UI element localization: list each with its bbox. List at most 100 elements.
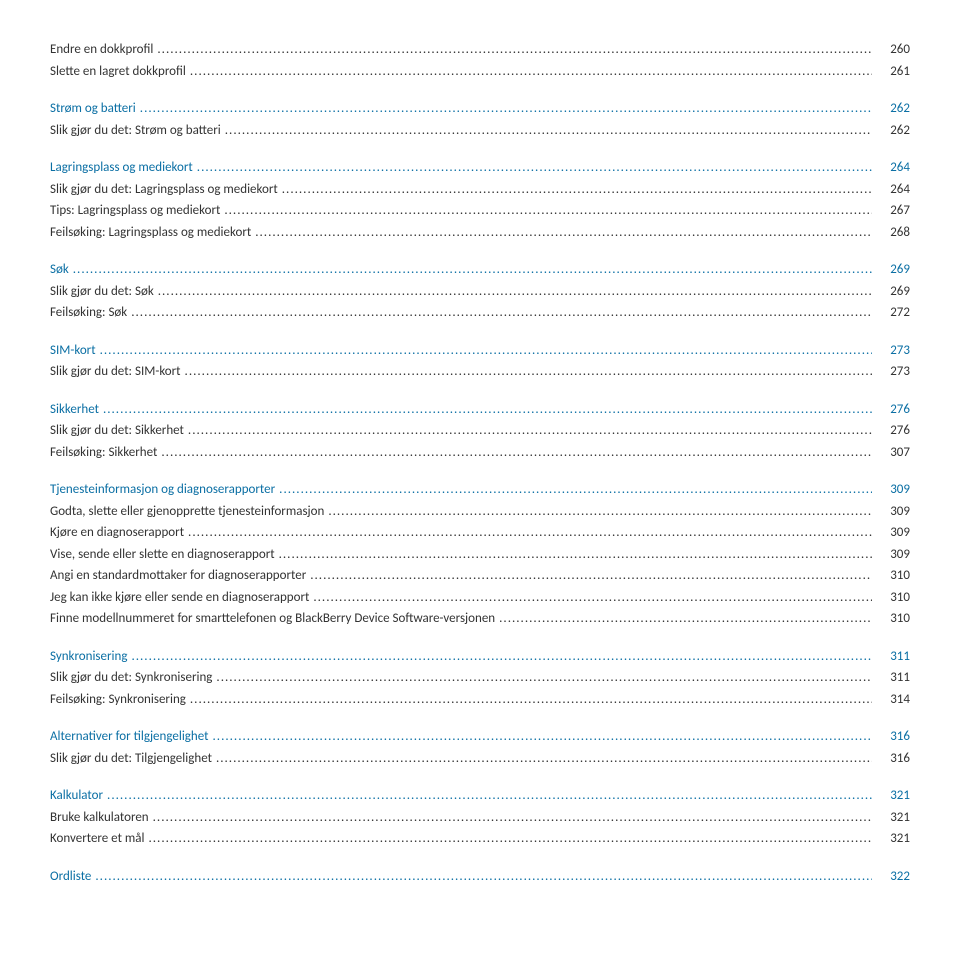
- toc-leader-dots: [216, 668, 872, 688]
- toc-leader-dots: [310, 566, 872, 586]
- toc-leader-dots: [131, 647, 872, 667]
- toc-entry-label: Slik gjør du det: Lagringsplass og medie…: [50, 180, 278, 200]
- toc-page-number: 316: [876, 749, 910, 769]
- toc-entry-label: Slik gjør du det: Sikkerhet: [50, 421, 184, 441]
- toc-row: Jeg kan ikke kjøre eller sende en diagno…: [50, 588, 910, 608]
- toc-page-number: 310: [876, 588, 910, 608]
- toc-leader-dots: [73, 260, 872, 280]
- toc-page-number[interactable]: 262: [876, 99, 910, 119]
- toc-row[interactable]: Søk 269: [50, 260, 910, 280]
- toc-leader-dots: [100, 341, 872, 361]
- toc-leader-dots: [157, 40, 872, 60]
- toc-page-number: 309: [876, 545, 910, 565]
- toc-page-number: 261: [876, 62, 910, 82]
- toc-row: Feilsøking: Søk272: [50, 303, 910, 323]
- toc-page-number[interactable]: 276: [876, 400, 910, 420]
- toc-row[interactable]: Tjenesteinformasjon og diagnoserapporter…: [50, 480, 910, 500]
- toc-leader-dots: [131, 303, 872, 323]
- toc-leader-dots: [197, 158, 872, 178]
- toc-leader-dots: [188, 523, 872, 543]
- toc-entry-label: Godta, slette eller gjenopprette tjenest…: [50, 502, 324, 522]
- toc-row: Slik gjør du det: Søk269: [50, 282, 910, 302]
- toc-row[interactable]: Kalkulator 321: [50, 786, 910, 806]
- toc-row[interactable]: SIM-kort 273: [50, 341, 910, 361]
- toc-entry-label: Feilsøking: Sikkerhet: [50, 443, 157, 463]
- toc-leader-dots: [185, 362, 872, 382]
- toc-leader-dots: [190, 62, 872, 82]
- toc-row: Slik gjør du det: Tilgjengelighet 316: [50, 749, 910, 769]
- toc-leader-dots: [190, 690, 872, 710]
- toc-page-number: 273: [876, 362, 910, 382]
- toc-page-number[interactable]: 316: [876, 727, 910, 747]
- toc-leader-dots: [140, 99, 872, 119]
- toc-entry-label: Finne modellnummeret for smarttelefonen …: [50, 609, 495, 629]
- toc-entry-label: Angi en standardmottaker for diagnoserap…: [50, 566, 306, 586]
- toc-row: Endre en dokkprofil260: [50, 40, 910, 60]
- toc-page-number: 260: [876, 40, 910, 60]
- toc-leader-dots: [213, 727, 872, 747]
- toc-leader-dots: [153, 808, 872, 828]
- toc-entry-label: Slik gjør du det: Tilgjengelighet: [50, 749, 212, 769]
- toc-page-number[interactable]: 273: [876, 341, 910, 361]
- toc-page-number: 264: [876, 180, 910, 200]
- toc-row: Bruke kalkulatoren321: [50, 808, 910, 828]
- toc-section-link[interactable]: Sikkerhet: [50, 400, 99, 420]
- toc-page-number: 309: [876, 502, 910, 522]
- toc-page-number: 310: [876, 566, 910, 586]
- toc-leader-dots: [499, 609, 872, 629]
- toc-leader-dots: [279, 545, 872, 565]
- toc-row: Finne modellnummeret for smarttelefonen …: [50, 609, 910, 629]
- toc-row[interactable]: Strøm og batteri 262: [50, 99, 910, 119]
- toc-section-link[interactable]: Lagringsplass og mediekort: [50, 158, 193, 178]
- toc-row: Godta, slette eller gjenopprette tjenest…: [50, 502, 910, 522]
- toc-page-number[interactable]: 311: [876, 647, 910, 667]
- toc-entry-label: Slette en lagret dokkprofil: [50, 62, 186, 82]
- toc-row: Slik gjør du det: Strøm og batteri262: [50, 121, 910, 141]
- toc-section-link[interactable]: Strøm og batteri: [50, 99, 136, 119]
- toc-leader-dots: [255, 223, 872, 243]
- toc-row[interactable]: Alternativer for tilgjengelighet 316: [50, 727, 910, 747]
- toc-row: Feilsøking: Synkronisering 314: [50, 690, 910, 710]
- toc-section-link[interactable]: SIM-kort: [50, 341, 96, 361]
- toc-leader-dots: [188, 421, 872, 441]
- toc-section-link[interactable]: Synkronisering: [50, 647, 127, 667]
- toc-leader-dots: [328, 502, 872, 522]
- toc-page-number[interactable]: 321: [876, 786, 910, 806]
- toc-row[interactable]: Lagringsplass og mediekort 264: [50, 158, 910, 178]
- toc-entry-label: Tips: Lagringsplass og mediekort: [50, 201, 220, 221]
- table-of-contents: Endre en dokkprofil260Slette en lagret d…: [50, 40, 910, 886]
- toc-row[interactable]: Sikkerhet 276: [50, 400, 910, 420]
- toc-section-link[interactable]: Tjenesteinformasjon og diagnoserapporter: [50, 480, 275, 500]
- toc-leader-dots: [224, 201, 872, 221]
- toc-entry-label: Vise, sende eller slette en diagnoserapp…: [50, 545, 275, 565]
- toc-entry-label: Feilsøking: Synkronisering: [50, 690, 186, 710]
- toc-leader-dots: [313, 588, 872, 608]
- toc-section-link[interactable]: Søk: [50, 260, 69, 280]
- toc-entry-label: Konvertere et mål: [50, 829, 144, 849]
- toc-leader-dots: [225, 121, 872, 141]
- toc-page-number[interactable]: 264: [876, 158, 910, 178]
- toc-row: Slik gjør du det: Lagringsplass og medie…: [50, 180, 910, 200]
- toc-page-number: 321: [876, 808, 910, 828]
- toc-page-number: 268: [876, 223, 910, 243]
- toc-entry-label: Jeg kan ikke kjøre eller sende en diagno…: [50, 588, 309, 608]
- toc-row[interactable]: Synkronisering 311: [50, 647, 910, 667]
- toc-section-link[interactable]: Alternativer for tilgjengelighet: [50, 727, 209, 747]
- toc-page-number: 310: [876, 609, 910, 629]
- toc-row: Kjøre en diagnoserapport309: [50, 523, 910, 543]
- toc-leader-dots: [282, 180, 872, 200]
- toc-entry-label: Feilsøking: Søk: [50, 303, 127, 323]
- toc-leader-dots: [279, 480, 872, 500]
- toc-row: Vise, sende eller slette en diagnoserapp…: [50, 545, 910, 565]
- toc-page-number[interactable]: 309: [876, 480, 910, 500]
- toc-page-number[interactable]: 322: [876, 867, 910, 887]
- toc-leader-dots: [161, 443, 872, 463]
- toc-leader-dots: [103, 400, 872, 420]
- toc-page-number[interactable]: 269: [876, 260, 910, 280]
- toc-page-number: 314: [876, 690, 910, 710]
- toc-section-link[interactable]: Ordliste: [50, 867, 91, 887]
- toc-row[interactable]: Ordliste 322: [50, 867, 910, 887]
- toc-section-link[interactable]: Kalkulator: [50, 786, 103, 806]
- toc-page-number: 321: [876, 829, 910, 849]
- toc-entry-label: Kjøre en diagnoserapport: [50, 523, 184, 543]
